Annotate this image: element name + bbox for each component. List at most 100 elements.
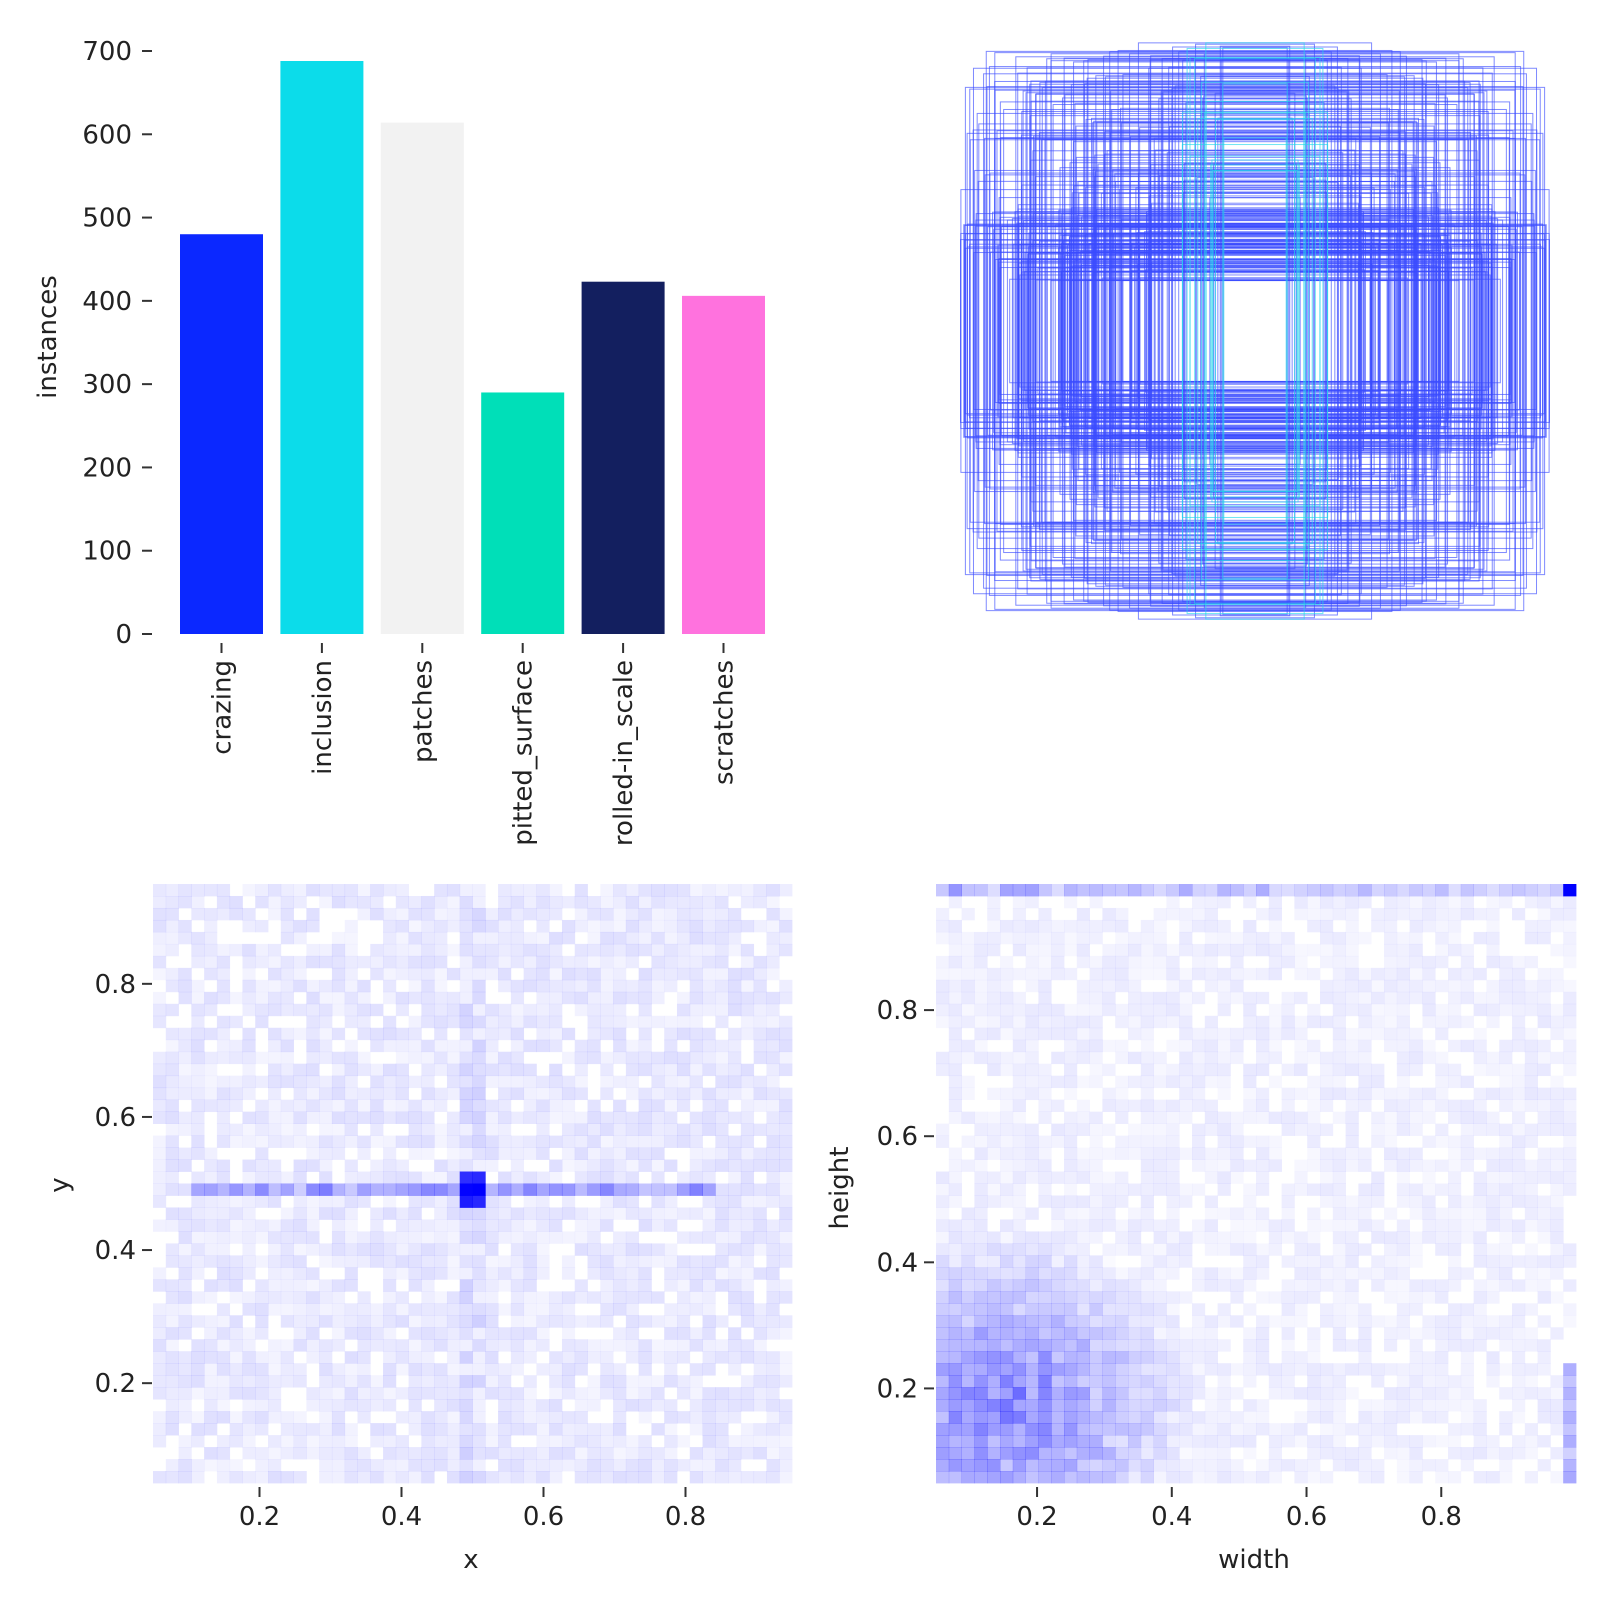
heatmap-cell <box>625 1015 640 1029</box>
heatmap-cell <box>561 1087 576 1101</box>
heatmap-cell <box>1294 1423 1308 1436</box>
heatmap-cell <box>319 1291 333 1304</box>
heatmap-cell <box>1140 1279 1154 1292</box>
heatmap-cell <box>344 1315 358 1328</box>
heatmap-cell <box>383 1327 397 1340</box>
heatmap-cell <box>1243 1111 1257 1124</box>
heatmap-cell <box>178 1027 192 1041</box>
heatmap-cell <box>1154 1124 1167 1136</box>
heatmap-cell <box>715 1255 729 1268</box>
heatmap-cell <box>446 1219 461 1232</box>
heatmap-cell <box>1128 1027 1142 1041</box>
heatmap-cell <box>1166 1423 1180 1436</box>
heatmap-cell <box>1204 1339 1218 1352</box>
heatmap-cell <box>676 1411 691 1424</box>
heatmap-cell <box>229 1255 243 1268</box>
heatmap-cell <box>753 1363 767 1376</box>
heatmap-cell <box>1473 1051 1487 1065</box>
heatmap-cell <box>268 1183 282 1196</box>
heatmap-cell <box>561 1375 576 1388</box>
heatmap-cell <box>715 1435 729 1448</box>
heatmap-cell <box>1563 1003 1577 1017</box>
bounding-box <box>986 86 1524 576</box>
heatmap-cell <box>191 1255 205 1268</box>
heatmap-cell <box>1409 1351 1423 1364</box>
heatmap-cell <box>613 1147 627 1160</box>
heatmap-cell <box>178 1267 192 1280</box>
heatmap-cell <box>638 1459 652 1472</box>
heatmap-cell <box>1153 1255 1167 1268</box>
heatmap-cell <box>1268 1291 1282 1304</box>
heatmap-cell <box>344 1435 358 1448</box>
heatmap-cell <box>1474 1219 1487 1231</box>
heatmap-cell <box>1166 1351 1180 1364</box>
heatmap-cell <box>242 1171 256 1184</box>
heatmap-cell <box>331 943 346 957</box>
heatmap-cell <box>587 1099 601 1113</box>
heatmap-cell <box>1384 1136 1397 1148</box>
heatmap-cell <box>204 1231 218 1244</box>
heatmap-cell <box>204 884 218 897</box>
heatmap-cell <box>1563 1183 1577 1196</box>
bar-x-tick-label: crazing <box>208 660 238 755</box>
heatmap-cell <box>1294 1063 1308 1077</box>
heatmap-cell <box>153 955 167 969</box>
heatmap-cell <box>370 1315 384 1328</box>
heatmap-cell <box>1115 907 1129 921</box>
heatmap-cell <box>1320 1399 1334 1412</box>
heatmap-cell <box>753 1375 767 1388</box>
heatmap-cell <box>242 1051 256 1065</box>
heatmap-cell <box>1396 1243 1410 1256</box>
heatmap-cell <box>948 1399 962 1412</box>
heatmap-cell <box>1230 1267 1243 1279</box>
heatmap-cell <box>1410 1207 1423 1219</box>
heatmap-cell <box>510 1231 525 1244</box>
heatmap-cell <box>1076 1039 1090 1053</box>
heatmap-cell <box>1384 919 1398 933</box>
heatmap-cell <box>1422 1363 1436 1376</box>
heatmap-cell <box>1550 1195 1563 1207</box>
heatmap-cell <box>702 1027 716 1041</box>
heatmap-cell <box>1345 907 1359 921</box>
heatmap-cell <box>216 1171 231 1184</box>
heatmap-cell <box>1473 1039 1487 1053</box>
heatmap-cell <box>434 1003 448 1017</box>
heatmap-cell <box>1358 932 1371 944</box>
bounding-box <box>1139 126 1371 536</box>
heatmap-cell <box>715 1147 729 1160</box>
heatmap-cell <box>395 967 409 981</box>
heatmap-cell <box>1192 1063 1206 1077</box>
heatmap-cell <box>459 931 473 945</box>
heatmap-cell <box>1166 1339 1180 1352</box>
heatmap-cell <box>702 1255 716 1268</box>
bounding-box <box>1069 235 1441 427</box>
heatmap-cell <box>1115 1195 1129 1208</box>
heatmap-cell <box>974 1123 988 1136</box>
heatmap-cell <box>1038 1411 1052 1424</box>
heatmap-cell <box>1384 1243 1398 1256</box>
heatmap-cell <box>728 1339 742 1352</box>
heatmap-cell <box>948 1339 962 1352</box>
heatmap-cell <box>408 907 422 921</box>
heatmap-cell <box>1396 1063 1410 1077</box>
heatmap-cell <box>1153 884 1167 897</box>
heatmap-cell <box>961 907 975 921</box>
heatmap-cell <box>987 1387 1001 1400</box>
heatmap-cell <box>536 1099 550 1113</box>
heatmap-cell <box>523 1279 537 1292</box>
heatmap-cell <box>1025 955 1039 969</box>
heatmap-cell <box>421 919 435 933</box>
heatmap-cell <box>421 1243 435 1256</box>
heatmap-cell <box>1064 932 1077 944</box>
heatmap-cell <box>204 1327 218 1340</box>
heatmap-cell <box>472 1291 486 1304</box>
heatmap-cell <box>1230 1435 1244 1448</box>
heatmap-cell <box>689 967 703 981</box>
heatmap-cell <box>1281 1027 1295 1041</box>
heatmap-cell <box>383 1171 397 1184</box>
heatmap-cell <box>178 895 192 909</box>
heatmap-cell <box>472 1147 486 1160</box>
heatmap-cell <box>600 1471 614 1484</box>
heatmap-cell <box>753 1159 767 1172</box>
